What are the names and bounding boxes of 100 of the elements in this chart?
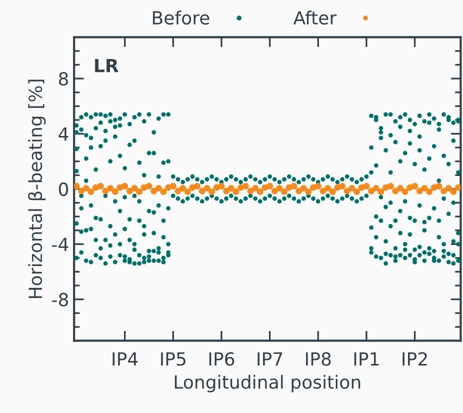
point (446, 115, 451, 120)
point (388, 200, 393, 205)
point (98, 217, 103, 222)
point (122, 226, 128, 232)
y-tick-label: -8 (52, 292, 68, 306)
point (374, 254, 378, 259)
point (88, 260, 94, 264)
point (384, 252, 388, 256)
point (422, 258, 427, 263)
point (108, 243, 113, 248)
point (79, 230, 84, 234)
point (408, 232, 412, 237)
point (384, 204, 388, 210)
point (94, 216, 98, 220)
point (384, 261, 388, 266)
point (103, 238, 108, 242)
point (88, 115, 94, 120)
point (369, 225, 374, 230)
point (161, 235, 166, 240)
point (432, 248, 436, 254)
point (427, 216, 432, 220)
point (388, 252, 393, 258)
point (122, 258, 128, 263)
point (103, 261, 108, 266)
point (98, 256, 103, 260)
point (156, 246, 161, 250)
point (427, 252, 432, 256)
legend-label: After (293, 10, 337, 25)
point (417, 244, 422, 250)
point (132, 261, 137, 266)
point (446, 260, 451, 264)
point (442, 254, 446, 259)
point (369, 170, 374, 175)
x-tick-label: IP1 (354, 352, 379, 366)
point (79, 250, 84, 255)
point (436, 258, 442, 263)
y-axis-title: Horizontal β-beating [%] (28, 80, 46, 298)
point (422, 220, 427, 224)
point (378, 130, 384, 135)
point (393, 218, 398, 223)
point (112, 260, 118, 264)
point (388, 224, 393, 228)
point (166, 206, 171, 210)
point (118, 208, 122, 214)
point (118, 123, 122, 128)
point (127, 217, 132, 222)
point (132, 247, 137, 252)
point (161, 218, 166, 223)
point (442, 196, 446, 201)
point (142, 256, 146, 260)
point (393, 246, 398, 250)
point (84, 132, 88, 138)
point (112, 118, 118, 122)
point (103, 128, 108, 134)
point (417, 134, 422, 139)
point (408, 128, 412, 134)
x-tick-label: IP4 (112, 352, 138, 366)
point (84, 178, 88, 183)
y-tick-label: 0 (58, 182, 68, 196)
point (142, 224, 146, 228)
point (74, 221, 79, 226)
point (451, 239, 456, 244)
point (393, 258, 398, 263)
point (137, 252, 142, 258)
point (388, 132, 393, 138)
point (378, 195, 384, 200)
point (456, 230, 460, 236)
point (446, 212, 451, 216)
point (118, 242, 122, 246)
point (436, 235, 442, 240)
point (408, 252, 412, 258)
point (94, 238, 98, 242)
point (146, 248, 152, 254)
point (152, 210, 156, 215)
point (118, 252, 122, 258)
point (442, 248, 446, 254)
point (456, 242, 460, 246)
point (146, 208, 152, 214)
y-tick-label: 8 (58, 72, 68, 86)
legend-label: Before (152, 10, 210, 25)
point (152, 258, 156, 263)
point (427, 246, 432, 250)
point (398, 208, 402, 214)
point (432, 206, 436, 210)
point (108, 254, 113, 259)
point (402, 242, 408, 246)
point (74, 130, 79, 135)
point (156, 250, 161, 255)
point (451, 252, 456, 258)
point (417, 203, 422, 208)
point (84, 228, 88, 233)
x-axis-title: Longitudinal position (174, 374, 360, 392)
point (436, 218, 442, 223)
point (161, 260, 166, 264)
point (408, 216, 412, 220)
point (142, 260, 146, 264)
point (412, 218, 417, 223)
point (369, 246, 374, 250)
point (88, 203, 94, 208)
point (142, 232, 146, 237)
